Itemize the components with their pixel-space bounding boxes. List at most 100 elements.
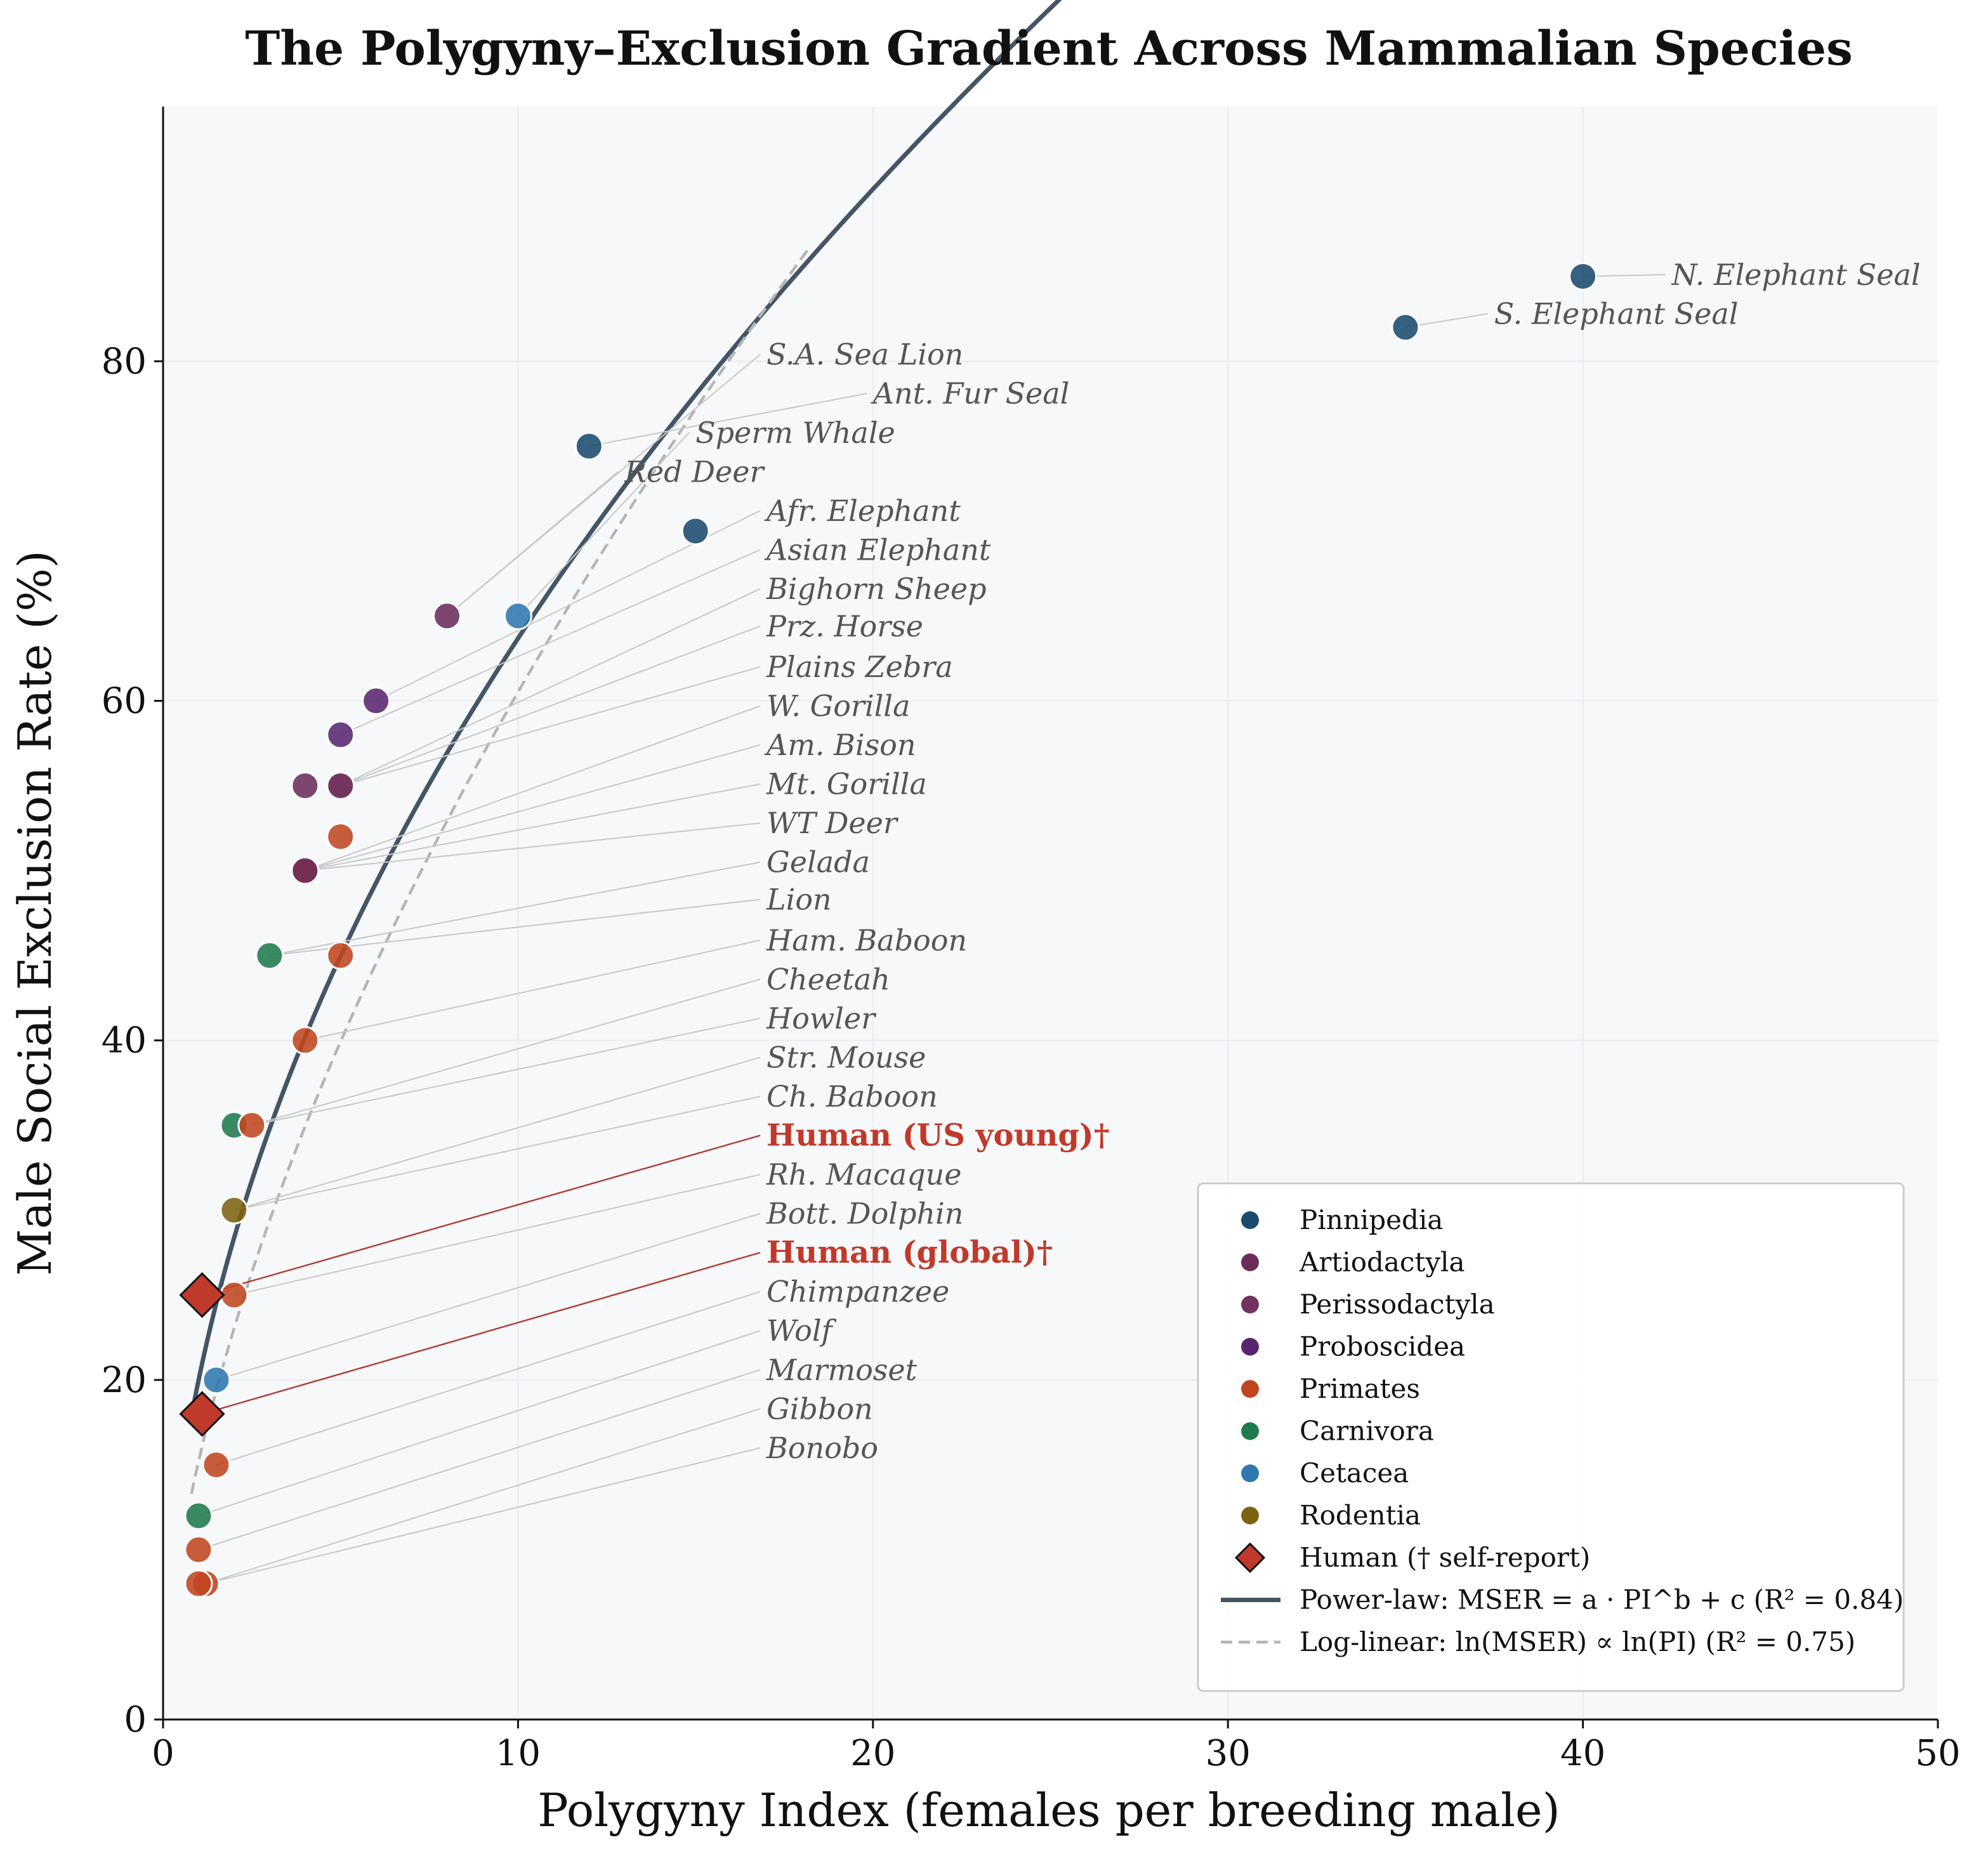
human-label: Human (global)† [767, 1235, 1053, 1270]
species-label: Prz. Horse [766, 609, 923, 643]
data-point [1569, 262, 1598, 291]
label-leader-line [234, 1096, 761, 1211]
label-leader-line [340, 549, 761, 735]
human-label: Human (US young)† [767, 1118, 1110, 1154]
species-label: Am. Bison [764, 728, 916, 762]
species-label: Gelada [767, 845, 870, 879]
label-leader-line [305, 744, 761, 872]
data-point [202, 1365, 231, 1395]
data-point [291, 1026, 320, 1055]
y-tick-label: 60 [102, 681, 147, 722]
x-tick-label: 0 [152, 1733, 174, 1774]
species-label: Sperm Whale [695, 416, 895, 450]
data-point [1391, 313, 1420, 342]
label-leader-line [340, 588, 761, 787]
species-label: Ch. Baboon [767, 1079, 938, 1114]
legend: Pinnipedia Artiodactyla Perissodactyla Prob… [1197, 1182, 1905, 1692]
data-points [179, 262, 1598, 1598]
species-label: Rh. Macaque [766, 1157, 962, 1192]
label-leader-line [205, 1447, 761, 1584]
data-point [237, 1110, 267, 1140]
human-data-point [179, 1391, 225, 1437]
species-label: W. Gorilla [767, 689, 910, 723]
legend-marker [1241, 1380, 1259, 1398]
legend-human-marker [1234, 1542, 1266, 1574]
species-labels: N. Elephant Seal S. Elephant Seal S.A. Sea… [624, 258, 1920, 1465]
data-point [291, 771, 320, 800]
data-point [255, 941, 284, 970]
label-leader-line [216, 1291, 761, 1466]
legend-label: Power-law: MSER = a · PI^b + c (R² = 0.8… [1300, 1584, 1904, 1615]
data-point [220, 1195, 249, 1225]
species-label: Asian Elephant [764, 532, 991, 567]
label-leader-line [517, 432, 690, 617]
data-point [681, 516, 710, 546]
data-point [184, 1501, 213, 1530]
data-point [433, 602, 462, 631]
label-leader-line [340, 625, 761, 787]
species-label: N. Elephant Seal [1671, 258, 1920, 292]
data-point [184, 1535, 213, 1564]
legend-marker [1241, 1422, 1259, 1440]
legend-label: Human († self-report) [1300, 1542, 1590, 1573]
x-tick-label: 40 [1560, 1733, 1605, 1774]
legend-label: Log-linear: ln(MSER) ∝ ln(PI) (R² = 0.75… [1300, 1626, 1855, 1657]
species-label: Bonobo [766, 1431, 878, 1465]
x-tick-label: 50 [1915, 1733, 1960, 1774]
label-leader-line [269, 861, 761, 956]
y-tick-label: 40 [102, 1020, 147, 1062]
data-point [503, 602, 532, 631]
data-point [326, 941, 355, 970]
species-label: Red Deer [624, 454, 765, 489]
species-label: Marmoset [766, 1353, 918, 1387]
x-tick-label: 10 [496, 1733, 541, 1774]
label-leader-line [305, 822, 761, 872]
label-leader-line [305, 939, 761, 1041]
species-label: Wolf [767, 1313, 837, 1348]
y-tick-label: 20 [102, 1360, 147, 1401]
power-law-fit-line [189, 0, 1062, 1417]
species-label: Bott. Dolphin [766, 1197, 963, 1231]
legend-marker [1241, 1253, 1259, 1272]
human-leader-line [202, 1135, 761, 1296]
y-axis-label: Male Social Exclusion Rate (%) [8, 550, 62, 1275]
legend-label: Proboscidea [1300, 1331, 1465, 1362]
fit-curves [189, 0, 1062, 1494]
label-leader-line [216, 1213, 761, 1381]
species-label: Mt. Gorilla [766, 767, 927, 801]
legend-label: Carnivora [1300, 1416, 1434, 1447]
species-label: S.A. Sea Lion [767, 338, 963, 372]
data-point [574, 431, 603, 461]
legend-marker [1241, 1211, 1259, 1229]
legend-marker [1241, 1338, 1259, 1356]
label-leader-line [198, 1330, 761, 1516]
label-leader-line [305, 783, 761, 872]
label-leader-line [305, 705, 761, 872]
data-point [326, 771, 355, 800]
legend-label: Cetacea [1300, 1457, 1409, 1489]
y-tick-label: 80 [102, 341, 147, 382]
data-point [326, 822, 355, 852]
label-leader-line [234, 1056, 761, 1211]
species-label: Afr. Elephant [764, 494, 961, 528]
legend-label: Pinnipedia [1300, 1204, 1443, 1235]
species-label: Howler [766, 1001, 877, 1036]
label-leader-line [198, 1369, 761, 1551]
x-axis-label: Polygyny Index (females per breeding mal… [537, 1784, 1560, 1837]
species-label: Ham. Baboon [766, 923, 967, 957]
label-leader-line [251, 978, 761, 1126]
y-tick-label: 0 [124, 1699, 147, 1740]
axes: 0 10 20 30 40 50 0 20 40 60 80 [102, 107, 1961, 1774]
label-leader-line [446, 471, 619, 617]
data-point [291, 856, 320, 885]
chart-title: The Polygyny–Exclusion Gradient Across M… [245, 22, 1853, 76]
legend-box [1197, 1182, 1905, 1692]
label-leader-line [589, 393, 867, 447]
species-label: WT Deer [767, 806, 899, 840]
data-point [202, 1450, 231, 1480]
label-leaders [198, 273, 1666, 1584]
log-linear-fit-line [190, 247, 810, 1494]
data-point [326, 720, 355, 749]
grid [163, 107, 1938, 1720]
